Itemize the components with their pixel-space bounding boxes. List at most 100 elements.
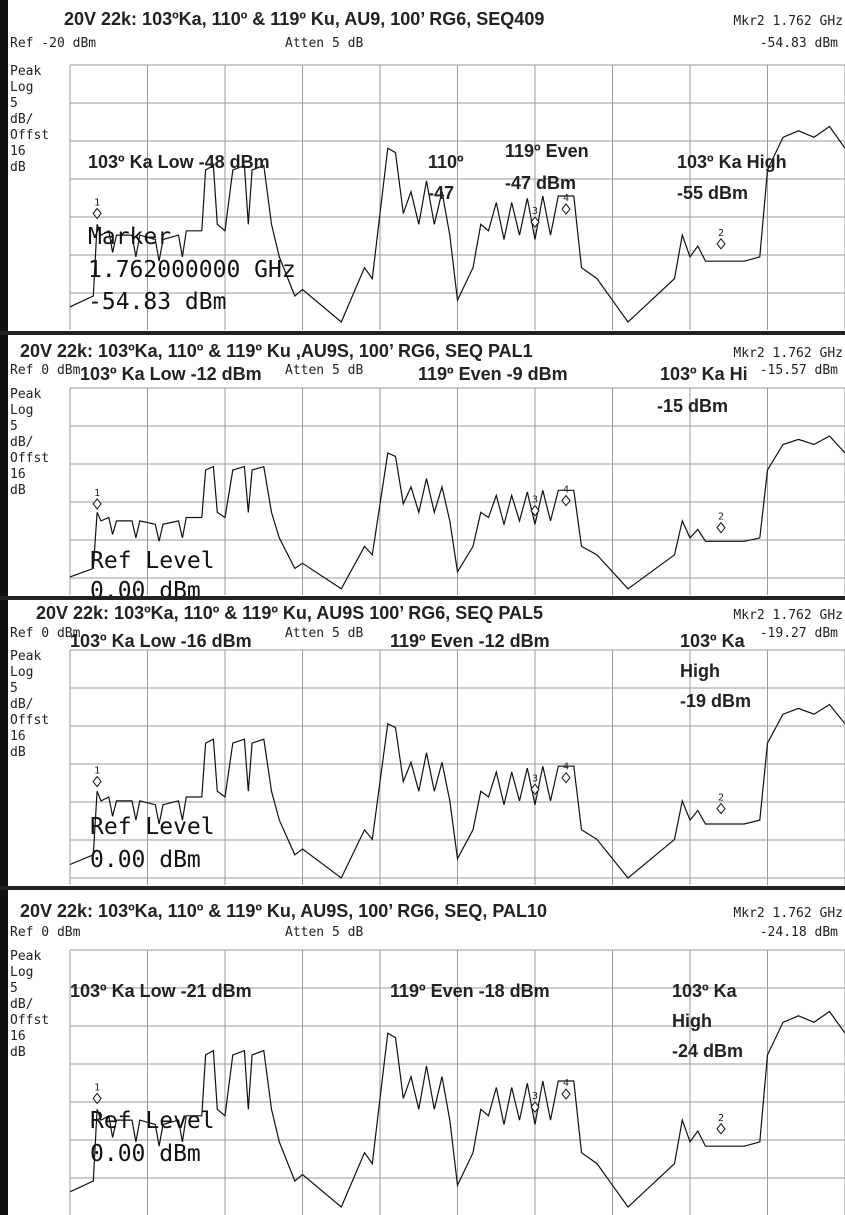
attenuation: Atten 5 dB: [285, 626, 363, 641]
scale-label: Peak: [10, 649, 41, 664]
scale-label: 5: [10, 96, 18, 111]
analyzer-panel: 1 2 3 4 20V 22k: 103ºKa, 110º & 119º Ku, AU9…: [10, 901, 845, 1215]
marker-diamond: [561, 1088, 571, 1100]
marker-number: 2: [718, 512, 724, 523]
scale-label: dB: [10, 160, 26, 175]
attenuation: Atten 5 dB: [285, 925, 363, 940]
marker-number: 2: [718, 793, 724, 804]
overlay-text: 0.00 dBm: [90, 578, 201, 604]
scale-label: Offst: [10, 451, 49, 466]
annotation: High: [680, 661, 720, 681]
marker-readout: Mkr2 1.762 GHz: [733, 14, 843, 29]
annotation: 119º Even: [505, 141, 589, 161]
overlay-text: Ref Level: [90, 814, 215, 840]
marker-diamond: [561, 771, 571, 784]
marker-number: 4: [563, 762, 569, 773]
annotation: 103º Ka Low -12 dBm: [80, 364, 262, 384]
marker-number: 3: [532, 206, 538, 217]
panel-separator: [0, 596, 845, 600]
scale-label: 5: [10, 981, 18, 996]
annotation: -15 dBm: [657, 396, 728, 416]
attenuation: Atten 5 dB: [285, 363, 363, 378]
annotation: 119º Even -9 dBm: [418, 364, 568, 384]
scale-label: Peak: [10, 64, 41, 79]
scale-label: 5: [10, 681, 18, 696]
marker-value: -19.27 dBm: [760, 626, 838, 641]
marker-number: 3: [532, 495, 538, 506]
panel-title: 20V 22k: 103ºKa, 110º & 119º Ku, AU9S 10…: [36, 603, 543, 623]
analyzer-panel: 1 2 3 4 20V 22k: 103ºKa, 110º & 119º Ku, AU9…: [0, 9, 845, 335]
panel-title: 20V 22k: 103ºKa, 110º & 119º Ku, AU9, 10…: [64, 9, 544, 29]
marker-number: 3: [532, 773, 538, 784]
scale-label: dB/: [10, 435, 33, 450]
annotation: -24 dBm: [672, 1041, 743, 1061]
trace: [69, 703, 845, 879]
scale-label: Peak: [10, 387, 41, 402]
scale-label: 16: [10, 1029, 26, 1044]
marker-diamond: [530, 1101, 540, 1113]
scale-label: Log: [10, 965, 33, 980]
scale-label: 5: [10, 419, 18, 434]
scale-label: dB: [10, 483, 26, 498]
annotation: 103º Ka Low -48 dBm: [88, 152, 270, 172]
overlay-text: 0.00 dBm: [90, 1141, 201, 1167]
annotation: -47 dBm: [505, 173, 576, 193]
trace: [69, 435, 845, 590]
annotation: 119º Even -12 dBm: [390, 631, 550, 651]
annotation: -19 dBm: [680, 691, 751, 711]
marker-number: 4: [563, 485, 569, 496]
reference-level: Ref 0 dBm: [10, 925, 81, 940]
scale-label: dB/: [10, 112, 33, 127]
marker-number: 4: [563, 1078, 569, 1089]
scale-label: dB: [10, 745, 26, 760]
marker-number: 1: [94, 766, 100, 777]
scale-label: Offst: [10, 713, 49, 728]
marker-readout: Mkr2 1.762 GHz: [733, 608, 843, 623]
annotation: 103º Ka Hi: [660, 364, 748, 384]
marker-number: 2: [718, 1113, 724, 1124]
marker-value: -15.57 dBm: [760, 363, 838, 378]
marker-number: 3: [532, 1091, 538, 1102]
attenuation: Atten 5 dB: [285, 36, 363, 51]
marker-diamond: [530, 783, 540, 796]
analyzer-panel: 1 2 3 4 20V 22k: 103ºKa, 110º & 119º Ku ,AU9…: [0, 341, 845, 604]
marker-diamond: [716, 238, 726, 250]
annotation: 119º Even -18 dBm: [390, 981, 550, 1001]
reference-level: Ref 0 dBm: [10, 626, 81, 641]
reference-level: Ref -20 dBm: [10, 36, 96, 51]
annotation: 103º Ka Low -21 dBm: [70, 981, 252, 1001]
marker-diamond: [561, 494, 571, 507]
marker-diamond: [530, 504, 540, 517]
annotation: High: [672, 1011, 712, 1031]
marker-diamond: [716, 521, 726, 534]
annotation: -55 dBm: [677, 183, 748, 203]
scale-label: Log: [10, 80, 33, 95]
overlay-text: Ref Level: [90, 548, 215, 574]
overlay-text: 0.00 dBm: [90, 847, 201, 873]
scale-label: Log: [10, 665, 33, 680]
annotation: 103º Ka: [672, 981, 738, 1001]
scale-label: Peak: [10, 949, 41, 964]
scale-label: 16: [10, 729, 26, 744]
marker-diamond: [92, 498, 102, 510]
marker-number: 2: [718, 228, 724, 239]
overlay-text: 1.762000000 GHz: [88, 257, 296, 283]
annotation: 103º Ka: [680, 631, 746, 651]
panel-separator: [0, 886, 845, 890]
marker-number: 1: [94, 488, 100, 499]
marker-readout: Mkr2 1.762 GHz: [733, 906, 843, 921]
marker-value: -54.83 dBm: [760, 36, 838, 51]
scale-label: Log: [10, 403, 33, 418]
trace: [69, 125, 845, 323]
scale-label: Offst: [10, 1013, 49, 1028]
scale-label: dB: [10, 1045, 26, 1060]
scale-label: 16: [10, 144, 26, 159]
marker-diamond: [92, 775, 102, 788]
marker-value: -24.18 dBm: [760, 925, 838, 940]
overlay-text: -54.83 dBm: [88, 289, 226, 315]
scale-label: dB/: [10, 997, 33, 1012]
analyzer-panel: 1 2 3 4 20V 22k: 103ºKa, 110º & 119º Ku, AU9…: [0, 603, 845, 890]
panel-title: 20V 22k: 103ºKa, 110º & 119º Ku, AU9S, 1…: [20, 901, 547, 921]
panel-separator: [0, 331, 845, 335]
